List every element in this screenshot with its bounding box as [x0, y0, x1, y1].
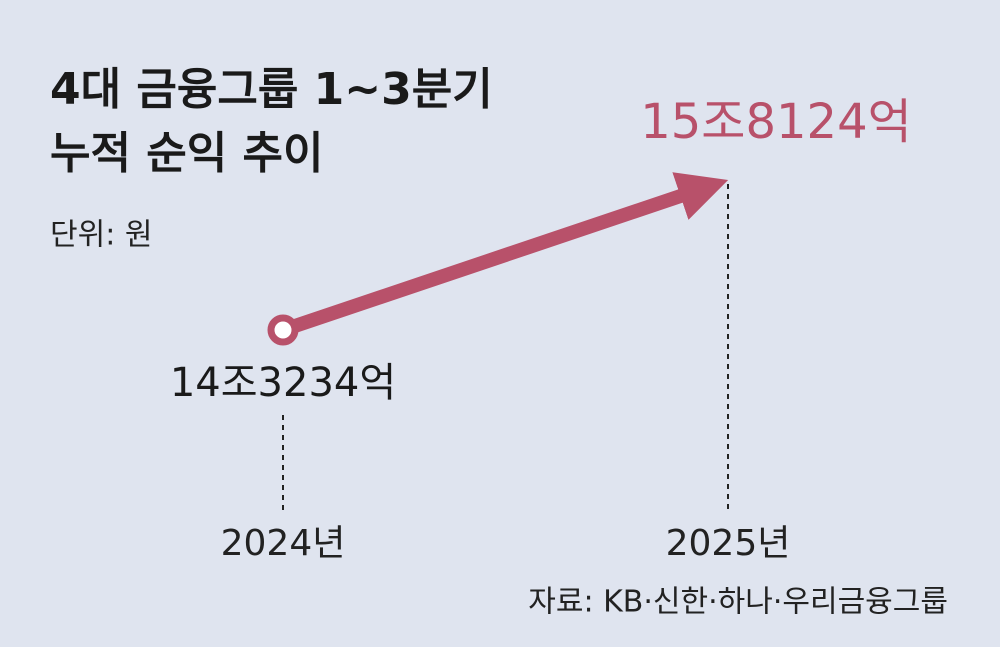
- source: 자료: KB·신한·하나·우리금융그룹: [528, 585, 948, 620]
- value-label: 14조3234억: [170, 360, 396, 406]
- trend-arrow: [280, 172, 729, 337]
- chart-title: 4대 금융그룹 1~3분기: [50, 64, 493, 115]
- x-tick-label: 2024년: [221, 523, 346, 564]
- start-point: [267, 314, 299, 346]
- chart-title: 누적 순익 추이: [50, 128, 324, 179]
- value-label: 15조8124억: [640, 94, 912, 150]
- unit-label: 단위: 원: [50, 218, 152, 253]
- x-tick-label: 2025년: [666, 523, 791, 564]
